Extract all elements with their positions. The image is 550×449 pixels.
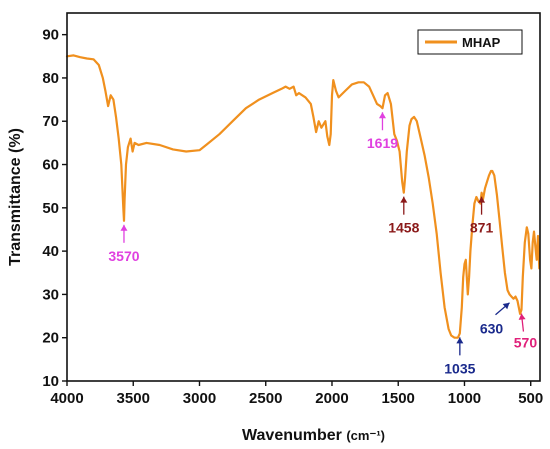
peak-arrow-head (456, 337, 464, 344)
y-axis-title: Transmittance (%) (7, 128, 24, 266)
peak-label: 1458 (388, 220, 419, 236)
peak-arrow-head (400, 196, 408, 203)
plot-layer: 3570 1619 1458 1035 871 630 570 (65, 54, 541, 376)
x-tick-label: 2500 (249, 390, 282, 407)
y-tick-label: 20 (42, 330, 59, 347)
peak-label: 1035 (444, 360, 475, 376)
peak-arrow-head (502, 302, 510, 310)
peak-label: 871 (470, 220, 494, 236)
y-tick-label: 10 (42, 373, 59, 390)
peak-annotation-871: 871 (470, 196, 494, 236)
peak-annotation-3570: 3570 (108, 224, 140, 264)
peak-label: 570 (514, 335, 538, 351)
peak-arrow-head (518, 313, 526, 320)
peak-label: 3570 (108, 248, 139, 264)
peak-label: 1619 (367, 135, 398, 151)
x-tick-label: 3000 (183, 390, 216, 407)
x-tick-label: 500 (518, 390, 543, 407)
x-tick-label: 1500 (382, 390, 415, 407)
x-axis-title-text: Wavenumber (242, 427, 342, 444)
y-tick-label: 40 (42, 243, 59, 260)
peak-arrow-head (378, 112, 386, 119)
legend-label: MHAP (462, 35, 501, 50)
x-tick-label: 1000 (448, 390, 481, 407)
peak-arrow-head (478, 196, 486, 203)
y-tick-label: 50 (42, 200, 59, 217)
x-axis-ticks: 4000 3500 3000 2500 2000 1500 1000 500 (50, 381, 543, 407)
x-tick-label: 4000 (50, 390, 83, 407)
y-tick-label: 60 (42, 157, 59, 174)
peak-annotation-1035: 1035 (444, 337, 476, 376)
y-tick-label: 70 (42, 113, 59, 130)
y-axis-ticks: 10 20 30 40 50 60 70 80 90 (42, 27, 67, 390)
plot-frame (66, 12, 541, 382)
peak-annotation-570: 570 (514, 313, 538, 351)
peak-label: 630 (480, 321, 504, 337)
legend: MHAP (417, 29, 523, 55)
x-tick-label: 3500 (117, 390, 150, 407)
x-tick-label: 2000 (315, 390, 348, 407)
x-axis-title-unit: (cm⁻¹) (346, 428, 385, 443)
peak-annotation-1619: 1619 (367, 112, 398, 151)
x-axis-title: Wavenumber (cm⁻¹) (242, 427, 385, 444)
peak-annotation-630: 630 (480, 302, 510, 337)
y-tick-label: 80 (42, 70, 59, 87)
peak-annotation-1458: 1458 (388, 196, 420, 236)
y-tick-label: 30 (42, 286, 59, 303)
peak-arrow-head (120, 224, 128, 231)
series-line-mhap (65, 54, 541, 339)
y-tick-label: 90 (42, 27, 59, 44)
